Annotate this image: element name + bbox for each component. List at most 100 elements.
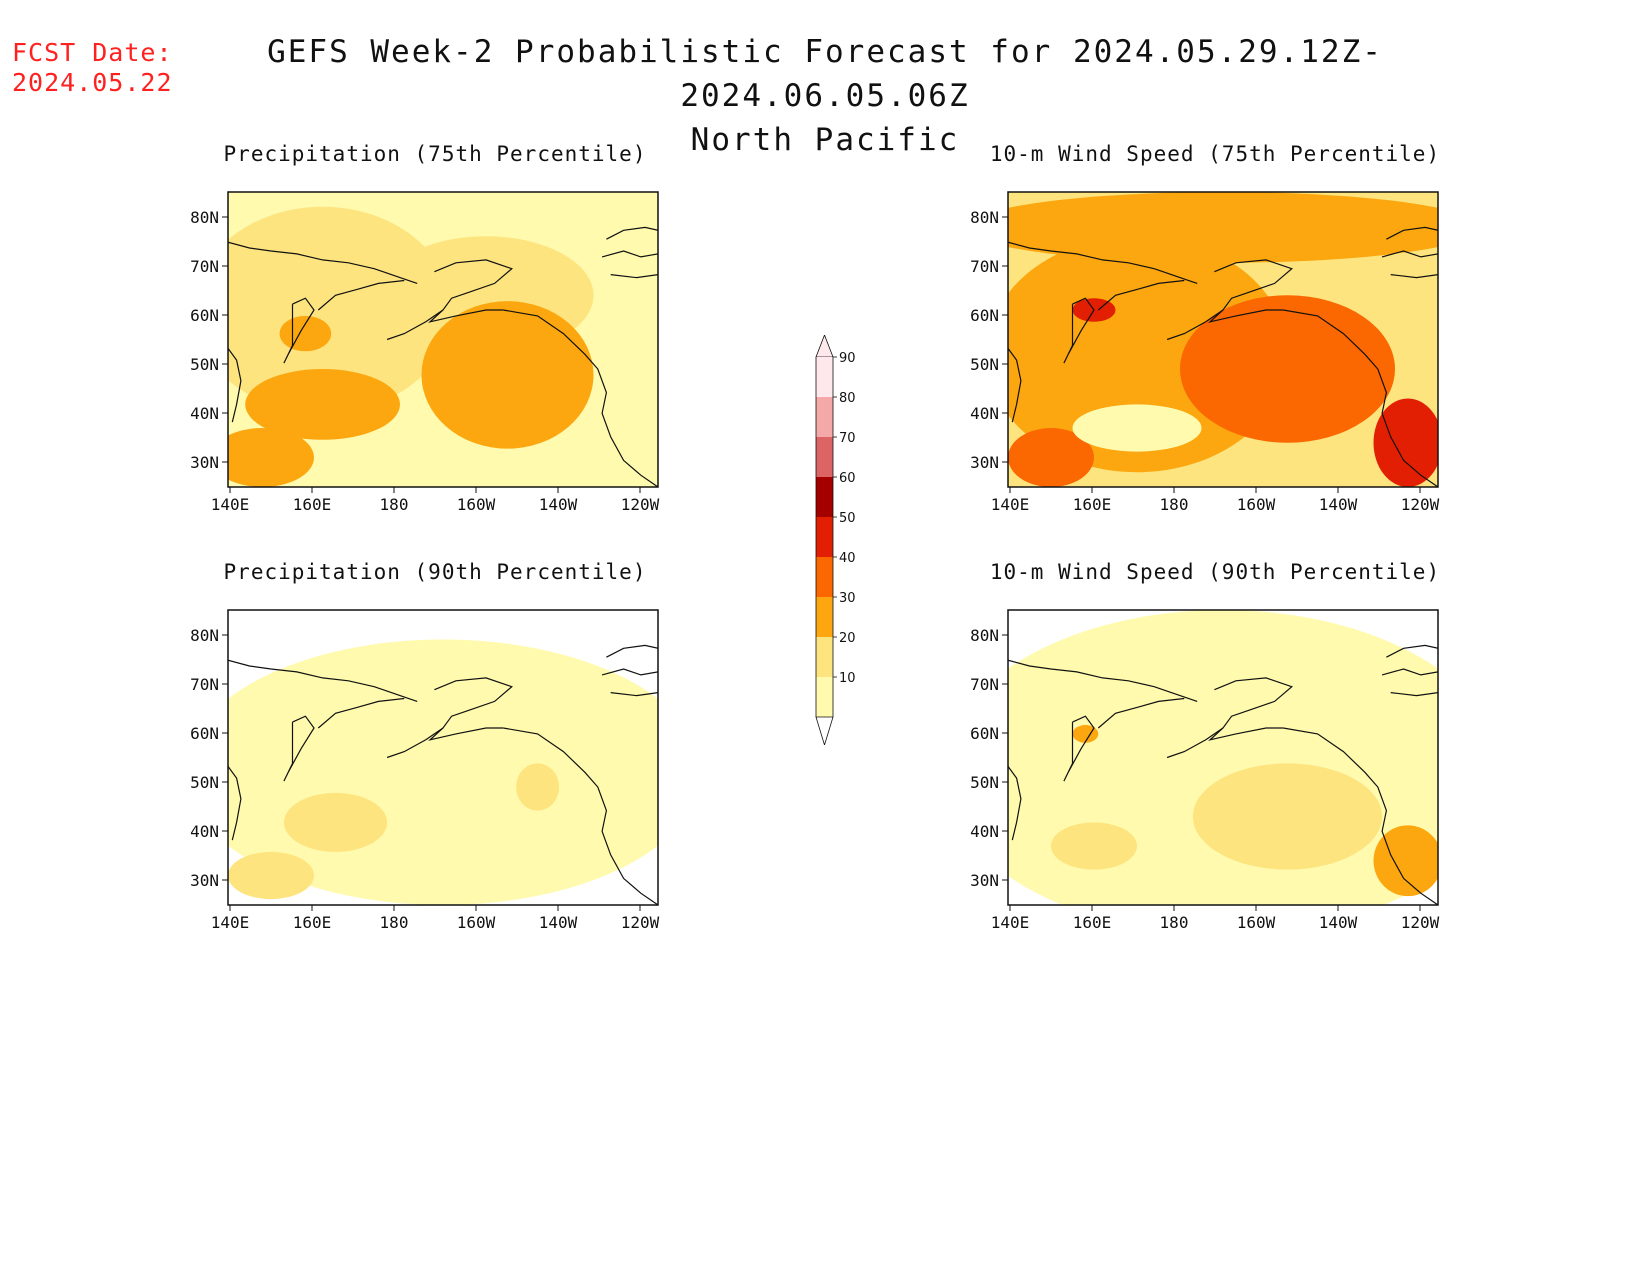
probability-contour [1373,398,1438,487]
coastline [317,697,405,729]
lat-label: 30N [190,453,219,472]
coastline [228,241,418,284]
map-frame [227,191,659,488]
coastline [1390,274,1438,279]
coastline [503,727,658,905]
lon-label: 120W [621,495,660,514]
coastline [1097,697,1185,729]
map-frame [1007,609,1439,906]
lon-label: 160E [293,495,332,514]
panel-title: 10-m Wind Speed (75th Percentile) [989,142,1441,166]
lon-label: 160W [457,913,496,932]
lat-label: 40N [970,404,999,423]
probability-contour [283,792,388,852]
lon-label: 120W [621,913,660,932]
map-frame [1007,191,1439,488]
lat-label: 60N [190,724,219,743]
title-line-1: GEFS Week-2 Probabilistic Forecast for 2… [267,34,1383,114]
coastline [1063,297,1095,364]
coastline [1008,765,1022,841]
lat-label: 70N [190,675,219,694]
colorbar-label: 90 [839,351,856,366]
forecast-date: FCST Date: 2024.05.22 [12,38,173,98]
probability-contour [228,851,314,900]
coastline [601,668,658,676]
colorbar-label: 20 [839,631,856,646]
coastline [1386,226,1438,240]
lon-label: 180 [380,495,409,514]
colorbar-segment [816,437,833,477]
probability-contour [421,301,594,449]
colorbar-segment [816,677,833,717]
lat-label: 50N [190,773,219,792]
probability-contour [1008,428,1094,487]
coastline [228,659,418,702]
lon-label: 160E [1073,913,1112,932]
lon-label: 160W [457,495,496,514]
coastline [428,259,513,323]
coastline [1381,250,1438,258]
probability-contour [1192,763,1383,870]
shaded-field [1008,192,1438,487]
colorbar-label: 40 [839,551,856,566]
colorbar: 10 20 30 40 50 60 70 80 90 [815,335,856,745]
colorbar-top-cap [815,335,834,358]
lon-label: 180 [1160,913,1189,932]
lon-label: 160E [1073,495,1112,514]
lat-label: 70N [970,675,999,694]
coastline [1166,727,1224,759]
coastline [386,309,444,341]
probability-contour [1072,725,1099,743]
panel-wind-75: 10-m Wind Speed (75th Percentile) 140E 16… [950,142,1480,522]
forecast-date-value: 2024.05.22 [12,68,173,97]
colorbar-label: 30 [839,591,856,606]
lon-label: 140E [991,495,1030,514]
coastline [1208,259,1293,323]
probability-contour [1373,825,1438,897]
coastline [610,274,658,279]
lat-label: 80N [970,626,999,645]
main-title: GEFS Week-2 Probabilistic Forecast for 2… [150,30,1500,162]
colorbar-label: 70 [839,431,856,446]
colorbar-segment [816,477,833,517]
probability-contour [1008,192,1438,263]
coastline [1008,659,1198,702]
map-wind-90: 140E 160E 180 160W 140W 120W 80N 70N 60N 50N 40N 30… [970,609,1440,932]
coastline [601,250,658,258]
lon-label: 140E [211,495,250,514]
coastline [228,347,242,423]
lon-label: 180 [380,913,409,932]
lon-label: 120W [1401,913,1440,932]
coastline [283,715,315,782]
probability-contour [1051,822,1137,870]
title-line-2: North Pacific [690,122,960,158]
lon-label: 140W [539,913,578,932]
lat-label: 40N [190,822,219,841]
forecast-date-label: FCST Date: [12,38,173,67]
coastline [1208,677,1293,741]
lat-label: 50N [190,355,219,374]
shaded-field [1008,610,1438,905]
lon-label: 160E [293,913,332,932]
coastline [428,677,513,741]
coastline [1283,309,1438,487]
panel-title: Precipitation (75th Percentile) [223,142,647,166]
colorbar-segment [816,397,833,437]
panel-wind-90: 10-m Wind Speed (90th Percentile) 140E 16… [950,560,1480,940]
lat-label: 30N [970,871,999,890]
panel-precipitation-75: Precipitation (75th Percentile) 140E 160E… [170,142,700,522]
coastline [1283,727,1438,905]
coastline [1063,715,1095,782]
lat-label: 70N [970,257,999,276]
coastline [503,309,658,487]
colorbar-segment [816,597,833,637]
probability-contour [1072,404,1202,452]
colorbar-label: 10 [839,671,856,686]
lon-label: 140E [991,913,1030,932]
coastline [283,297,315,364]
lat-label: 80N [190,208,219,227]
lat-label: 40N [190,404,219,423]
coastline [610,692,658,697]
lon-label: 140W [1319,913,1358,932]
colorbar-label: 50 [839,511,856,526]
